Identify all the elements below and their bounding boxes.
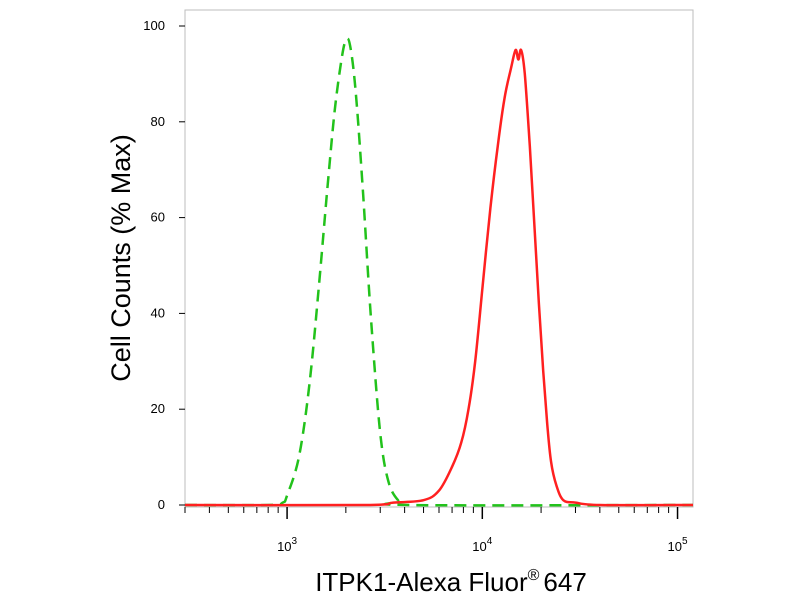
- x-tick-label-base: 10: [277, 539, 291, 554]
- x-tick-label-exponent: 4: [487, 536, 493, 547]
- y-tick-label: 100: [143, 18, 165, 33]
- x-tick-label: 105: [668, 536, 688, 554]
- series-layer: [184, 37, 694, 507]
- x-axis-title-main: ITPK1-Alexa Fluor: [315, 567, 528, 597]
- y-axis-title: Cell Counts (% Max): [106, 134, 136, 382]
- plot-frame: [184, 9, 694, 508]
- series-line-2: [184, 48, 694, 507]
- x-axis: 103 104 105: [184, 507, 688, 554]
- x-axis-title-superscript: ®: [528, 567, 540, 584]
- y-tick-label: 20: [151, 401, 165, 416]
- x-tick-label: 103: [277, 536, 297, 554]
- x-tick-label-base: 10: [472, 539, 486, 554]
- x-tick-label-exponent: 5: [682, 536, 688, 547]
- series-line-1: [184, 37, 694, 507]
- x-tick-label: 104: [472, 536, 492, 554]
- y-tick-label: 60: [151, 210, 165, 225]
- x-axis-title-suffix: 647: [543, 567, 586, 597]
- x-axis-title: ITPK1-Alexa Fluor® 647: [315, 567, 587, 597]
- x-tick-label-base: 10: [668, 539, 682, 554]
- x-tick-label-exponent: 3: [292, 536, 298, 547]
- y-tick-label: 40: [151, 305, 165, 320]
- y-axis: 0 20 40 60 80 100: [143, 18, 185, 512]
- y-tick-label: 80: [151, 114, 165, 129]
- y-tick-label: 0: [158, 497, 165, 512]
